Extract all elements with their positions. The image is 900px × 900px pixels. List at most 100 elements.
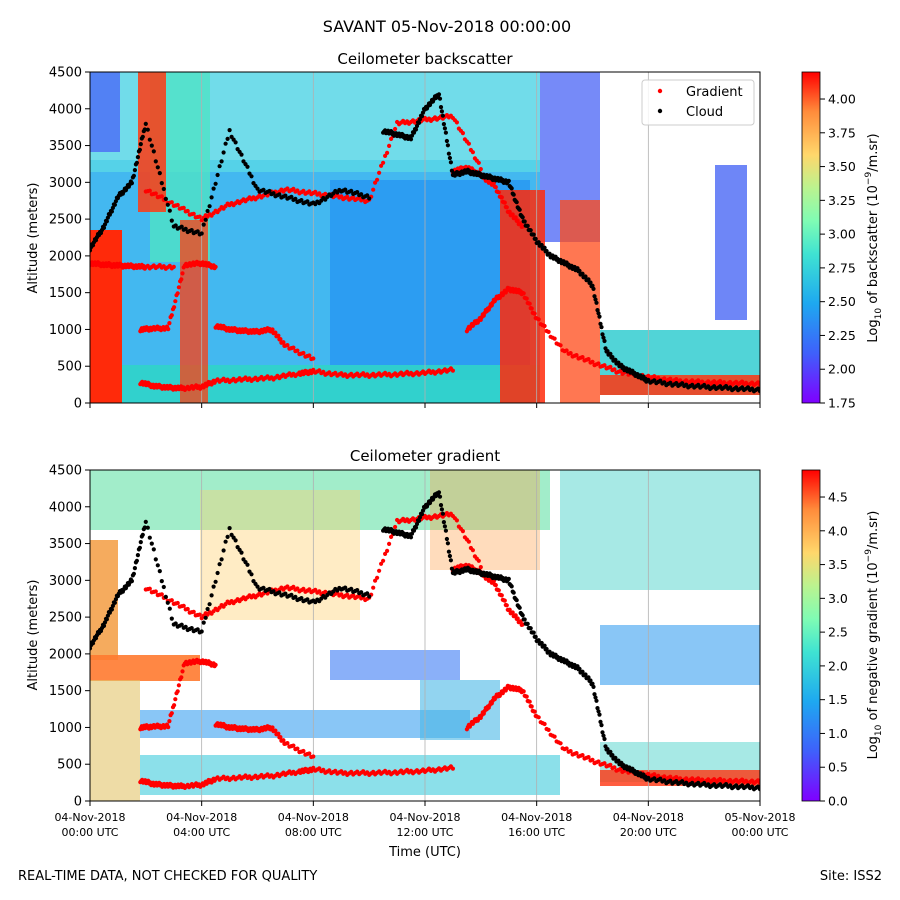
backscatter-gradient-point: [546, 329, 551, 334]
gradient-gradient-point: [586, 755, 591, 760]
gradient-gradient-point: [167, 719, 172, 724]
backscatter-cloud-point: [591, 286, 596, 291]
gradient-cloud-point: [161, 584, 166, 590]
gradient-cloud-point: [443, 528, 448, 533]
backscatter-cloud-point: [517, 207, 522, 212]
backscatter-gradient-point: [191, 211, 196, 216]
backscatter-gradient-point: [552, 336, 557, 341]
backscatter-gradient-point: [580, 355, 585, 360]
backscatter-gradient-point: [383, 153, 388, 158]
backscatter-cloud-point: [105, 215, 110, 220]
backscatter-cloud-point: [112, 202, 117, 207]
backscatter-gradient-point: [478, 167, 483, 172]
backscatter-cloud-point: [173, 223, 178, 228]
backscatter-cloud-point: [109, 209, 114, 214]
backscatter-cloud-point: [605, 349, 610, 354]
backscatter-cloud-point: [438, 105, 444, 110]
backscatter-cloud-point: [439, 109, 444, 114]
backscatter-cloud-point: [183, 226, 188, 231]
backscatter-cloud-point: [227, 128, 232, 133]
gradient-cloud-point: [227, 526, 232, 531]
backscatter-cloud-point: [528, 228, 533, 233]
gradient-cloud-point: [446, 549, 451, 554]
gradient-cloud-point: [536, 638, 541, 643]
gradient-gradient-point: [153, 589, 158, 594]
backscatter-gradient-point: [532, 311, 537, 316]
backscatter-cloud-point: [610, 355, 615, 360]
gradient-cloud-point: [594, 698, 599, 703]
backscatter-ytick-label: 0: [74, 397, 82, 412]
backscatter-cloud-point: [414, 123, 420, 129]
backscatter-cloud-point: [597, 314, 602, 319]
backscatter-cloud-point: [142, 127, 147, 132]
gradient-cloud-point: [267, 586, 272, 592]
gradient-gradient-point: [524, 694, 529, 699]
gradient-gradient-point: [518, 619, 523, 624]
backscatter-cloud-point: [595, 308, 600, 313]
backscatter-cloud-point: [205, 208, 210, 214]
gradient-cloud-point: [211, 584, 216, 589]
gradient-xtick-time: 04:00 UTC: [173, 826, 230, 839]
backscatter-panel: Ceilometer backscatter 0 500 1000 1500 2000 2…: [26, 50, 884, 412]
gradient-xtick-date: 04-Nov-2018: [278, 811, 349, 824]
backscatter-gradient-point: [527, 301, 532, 306]
backscatter-gradient-point: [301, 350, 306, 356]
gradient-cloud-point: [583, 672, 588, 677]
backscatter-cloud-point: [107, 212, 112, 217]
gradient-gradient-point: [371, 585, 376, 590]
backscatter-gradient-point: [375, 177, 380, 182]
gradient-cloud-point: [90, 646, 93, 651]
backscatter-colorbar-tick-label: 3.50: [828, 159, 856, 174]
gradient-gradient-point: [590, 757, 595, 762]
backscatter-gradient-point: [460, 131, 465, 136]
backscatter-cloud-point: [442, 126, 447, 131]
backscatter-gradient-point: [295, 348, 300, 353]
backscatter-cloud-point: [592, 294, 597, 299]
gradient-cloud-point: [533, 634, 538, 640]
backscatter-cloud-point: [189, 228, 194, 233]
gradient-cloud-point: [355, 588, 360, 593]
gradient-cloud-point: [528, 626, 533, 631]
backscatter-cloud-point: [143, 121, 148, 126]
backscatter-gradient-point: [175, 291, 180, 296]
gradient-cloud-point: [506, 576, 511, 582]
backscatter-gradient-point: [173, 299, 178, 304]
backscatter-colorbar-tick-label: 2.25: [828, 328, 856, 343]
gradient-cloud-point: [137, 545, 142, 550]
backscatter-cloud-point: [448, 160, 453, 165]
backscatter-gradient-point: [176, 285, 181, 290]
gradient-cloud-point: [293, 594, 298, 600]
backscatter-cloud-point: [165, 202, 170, 207]
gradient-cloud-point: [223, 539, 228, 544]
gradient-xtick-time: 00:00 UTC: [731, 826, 788, 839]
legend: Gradient Cloud: [641, 79, 755, 126]
backscatter-gradient-point: [574, 353, 579, 358]
gradient-cloud-point: [167, 606, 172, 611]
backscatter-gradient-point: [281, 340, 286, 345]
gradient-gradient-point: [311, 754, 316, 759]
gradient-cloud-point: [163, 594, 168, 600]
gradient-cloud-point: [444, 536, 449, 542]
backscatter-cloud-point: [355, 190, 360, 195]
backscatter-cloud-point: [169, 218, 174, 223]
backscatter-cloud-point: [145, 127, 150, 132]
gradient-cloud-point: [151, 547, 156, 552]
gradient-gradient-point: [460, 529, 465, 534]
backscatter-gradient-point: [153, 191, 158, 196]
gradient-cloud-point: [143, 519, 148, 525]
gradient-cloud-point: [147, 535, 152, 540]
gradient-gradient-point: [379, 561, 384, 566]
backscatter-cloud-point: [211, 186, 216, 191]
gradient-ytick-label: 2000: [49, 647, 82, 662]
gradient-cloud-point: [602, 736, 607, 742]
gradient-colorbar-tick-label: 4.5: [828, 490, 848, 505]
backscatter-cloud-point: [223, 141, 228, 146]
gradient-cloud-point: [414, 521, 420, 527]
gradient-gradient-point: [532, 709, 537, 714]
backscatter-gradient-point: [169, 313, 174, 318]
gradient-cloud-point: [173, 621, 178, 626]
backscatter-gradient-point: [602, 363, 607, 368]
backscatter-gradient-point: [466, 141, 471, 146]
gradient-gradient-point: [478, 565, 483, 570]
backscatter-cloud-point: [239, 152, 244, 157]
